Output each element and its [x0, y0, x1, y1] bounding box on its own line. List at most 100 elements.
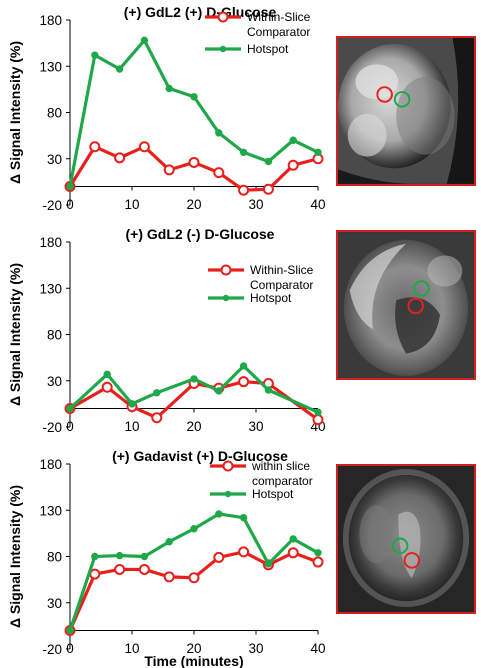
- y-tick-label: 130: [39, 281, 62, 296]
- data-point: [103, 370, 111, 378]
- x-tick-label: 20: [186, 197, 201, 212]
- data-point: [91, 552, 99, 561]
- data-point: [163, 164, 175, 176]
- x-tick-label: 10: [124, 197, 139, 212]
- data-point: [264, 560, 273, 568]
- series-line: [68, 550, 319, 632]
- chart-panel-3: (+) Gadavist (+) D-Glucose Δ Signal Inten…: [0, 444, 481, 668]
- legend-swatch-marker: [219, 45, 227, 53]
- data-point: [115, 551, 124, 560]
- chart-3: (+) Gadavist (+) D-Glucose Δ Signal Inten…: [7, 448, 326, 668]
- mri-image-2-graphic: [338, 232, 474, 378]
- data-point: [239, 513, 248, 522]
- data-point: [138, 141, 150, 153]
- y-tick-label: 180: [39, 457, 62, 472]
- legend-label: Within-Slice Comparator: [250, 263, 314, 292]
- data-point: [114, 152, 126, 164]
- data-point: [264, 386, 273, 394]
- data-point: [190, 93, 198, 101]
- mri-image-3-graphic: [338, 466, 474, 612]
- legend-swatch-marker: [222, 294, 230, 302]
- data-point: [165, 538, 173, 546]
- data-point: [128, 400, 136, 408]
- mri-image-1-graphic: [338, 38, 474, 184]
- legend-swatch-marker: [224, 490, 232, 498]
- data-point: [190, 375, 198, 383]
- data-point: [314, 549, 322, 557]
- data-point: [287, 547, 299, 559]
- chart-title: (+) Gadavist (+) D-Glucose: [112, 448, 288, 464]
- data-point: [66, 182, 74, 191]
- data-point: [312, 414, 324, 426]
- data-point: [239, 148, 248, 156]
- y-axis-label: Δ Signal Intensity (%): [7, 263, 23, 406]
- chart-panel-1: (+) GdL2 (+) D-Glucose Δ Signal Intensity…: [0, 0, 481, 222]
- data-point: [289, 535, 297, 543]
- y-tick-label: 30: [47, 374, 62, 389]
- y-tick-label: -20: [42, 642, 62, 657]
- data-point: [66, 626, 74, 635]
- series-comparator: [64, 546, 324, 636]
- data-point: [238, 376, 250, 388]
- y-tick-label: 80: [47, 106, 62, 121]
- data-point: [314, 408, 322, 416]
- legend-swatch-marker: [222, 460, 234, 472]
- x-tick-label: 40: [310, 197, 325, 212]
- mri-image-2: [336, 230, 476, 380]
- data-point: [213, 551, 225, 563]
- mri-image-1: [336, 36, 476, 186]
- x-tick-label: 20: [186, 641, 201, 656]
- y-tick-label: 130: [39, 59, 62, 74]
- series-hotspot: [66, 36, 322, 191]
- chart-panel-2: (+) GdL2 (-) D-Glucose Δ Signal Intensity…: [0, 222, 481, 444]
- data-point: [188, 156, 200, 168]
- y-tick-label: 180: [39, 13, 62, 28]
- y-axis-label: Δ Signal Intensity (%): [7, 41, 23, 184]
- x-tick-label: 10: [124, 641, 139, 656]
- series-comparator: [64, 376, 324, 426]
- data-point: [140, 36, 149, 45]
- x-tick-label: 10: [124, 419, 139, 434]
- y-tick-label: -20: [42, 420, 62, 435]
- data-point: [163, 571, 175, 583]
- legend-label: Hotspot: [250, 291, 292, 305]
- data-point: [153, 389, 161, 397]
- data-point: [238, 184, 250, 196]
- series-hotspot: [66, 510, 322, 635]
- y-axis-label: Δ Signal Intensity (%): [7, 485, 23, 628]
- legend-label: within slice comparator: [251, 459, 313, 488]
- series-comparator: [64, 141, 324, 196]
- x-tick-label: 40: [310, 641, 325, 656]
- data-point: [114, 563, 126, 575]
- x-tick-label: 0: [66, 641, 74, 656]
- y-tick-label: 80: [47, 550, 62, 565]
- legend-swatch-marker: [217, 11, 229, 23]
- data-point: [314, 148, 322, 156]
- data-point: [238, 546, 250, 558]
- x-tick-label: 30: [248, 197, 263, 212]
- data-point: [138, 563, 150, 575]
- data-point: [66, 404, 74, 413]
- y-tick-label: 130: [39, 503, 62, 518]
- chart-title: (+) GdL2 (-) D-Glucose: [126, 226, 275, 242]
- x-axis-label: Time (minutes): [144, 653, 243, 668]
- data-point: [215, 129, 223, 137]
- data-point: [264, 157, 273, 166]
- data-point: [115, 65, 124, 73]
- y-tick-label: 30: [47, 152, 62, 167]
- data-point: [89, 141, 101, 153]
- data-point: [215, 387, 223, 395]
- legend-swatch-marker: [220, 264, 232, 276]
- data-point: [213, 167, 225, 179]
- y-tick-label: -20: [42, 198, 62, 213]
- legend: Within-Slice Comparator Hotspot: [205, 10, 311, 56]
- y-tick-label: 80: [47, 328, 62, 343]
- data-point: [188, 572, 200, 584]
- legend-label: Hotspot: [252, 487, 294, 501]
- data-point: [289, 136, 297, 144]
- mri-image-3: [336, 464, 476, 614]
- x-tick-label: 30: [248, 641, 263, 656]
- series-hotspot: [66, 362, 322, 416]
